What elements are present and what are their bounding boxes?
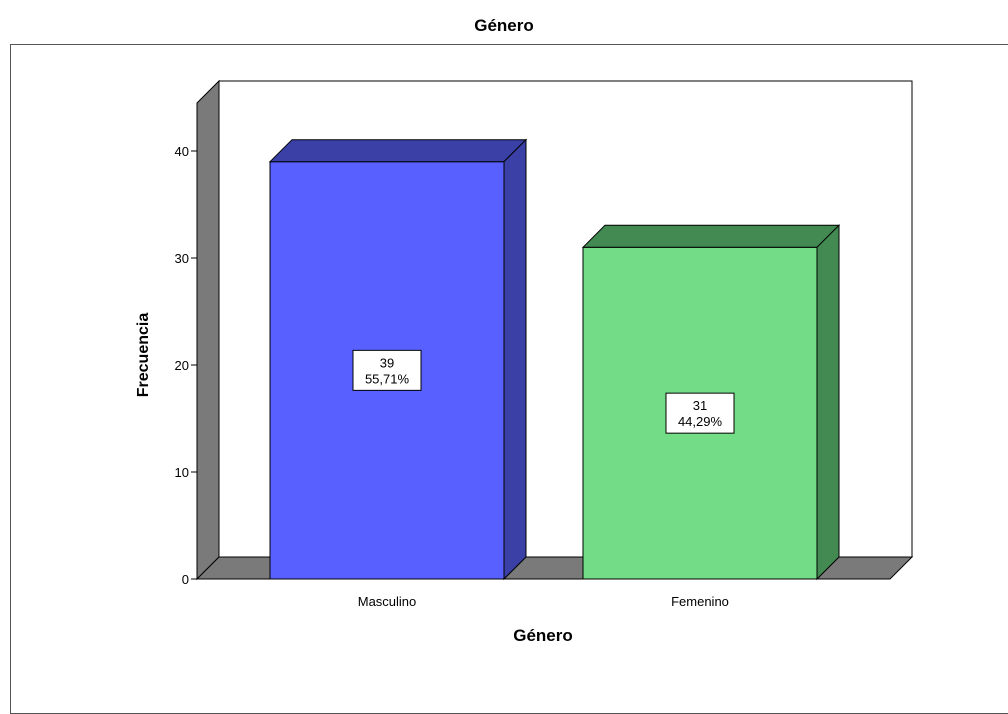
y-tick-label: 10 xyxy=(175,465,189,480)
chart-title: Género xyxy=(474,16,534,35)
bar-side xyxy=(503,138,527,581)
data-label-percent: 55,71% xyxy=(365,371,410,386)
x-tick-label: Masculino xyxy=(358,594,417,609)
data-label-count: 39 xyxy=(380,355,394,370)
bar-top xyxy=(581,224,841,248)
data-label-box xyxy=(352,349,422,391)
y-axis-title: Frecuencia xyxy=(135,313,152,398)
data-label-percent: 44,29% xyxy=(678,414,723,429)
y-tick-label: 30 xyxy=(175,251,189,266)
bar-side xyxy=(816,224,840,581)
bar-top xyxy=(268,139,528,163)
data-label-count: 31 xyxy=(693,398,707,413)
y-tick-label: 0 xyxy=(182,572,189,587)
y-axis: 0 10 20 30 40 Frecuencia xyxy=(135,144,197,587)
x-tick-label: Femenino xyxy=(671,594,729,609)
x-axis-title: Género xyxy=(513,626,573,645)
data-label-box xyxy=(665,392,735,434)
y-tick-label: 20 xyxy=(175,358,189,373)
y-tick-label: 40 xyxy=(175,144,189,159)
side-wall xyxy=(196,79,220,581)
